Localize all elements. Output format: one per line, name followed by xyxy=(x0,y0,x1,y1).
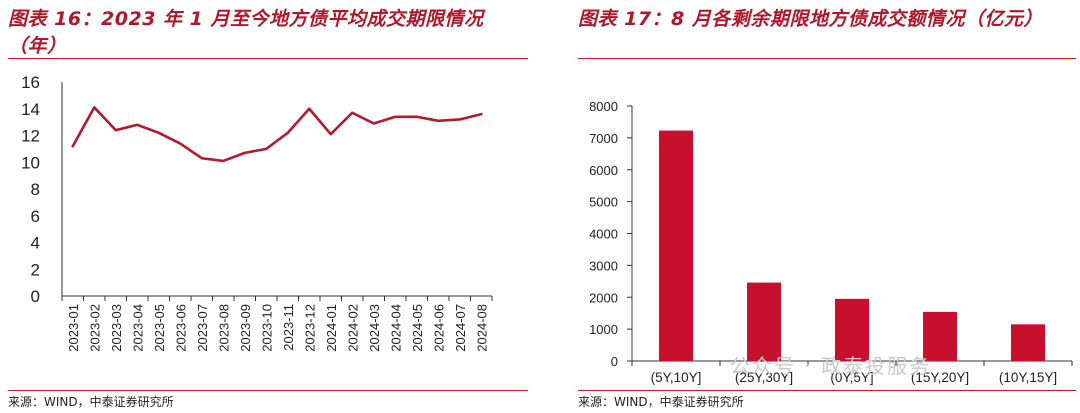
x-tick-label: (0Y,5Y] xyxy=(830,370,873,385)
y-tick-label: 4 xyxy=(31,234,40,253)
y-tick-label: 7000 xyxy=(589,131,618,146)
bar xyxy=(923,311,957,361)
x-tick-label: 2023-09 xyxy=(238,304,253,352)
bar xyxy=(835,298,869,361)
y-tick-label: 2000 xyxy=(589,290,618,305)
x-tick-label: 2024-08 xyxy=(474,304,489,352)
x-tick-label: 2023-08 xyxy=(216,304,231,352)
x-tick-label: 2023-12 xyxy=(302,304,317,352)
title-rule xyxy=(578,58,1076,59)
x-tick-label: 2024-05 xyxy=(410,304,425,352)
y-tick-label: 12 xyxy=(21,127,40,146)
source-note: 来源：WIND，中泰证券研究所 xyxy=(8,395,174,409)
y-tick-label: 6000 xyxy=(589,163,618,178)
x-tick-label: (15Y,20Y] xyxy=(911,370,969,385)
bar-chart-panel: 图表 17：8 月各剩余期限地方债成交额情况（亿元） 0 1000 2000 3000… xyxy=(570,0,1080,413)
y-tick-label: 10 xyxy=(21,153,40,172)
line-chart: 0 2 4 6 8 10 12 14 16 2023-01 2023-02 2023-03 2023-0… xyxy=(21,73,493,352)
y-tick-label: 2 xyxy=(31,260,40,279)
x-tick-label: 2023-10 xyxy=(259,304,274,352)
y-tick-label: 1000 xyxy=(589,322,618,337)
y-tick-label: 3000 xyxy=(589,258,618,273)
y-tick-label: 5000 xyxy=(589,195,618,210)
x-tick-label: 2024-06 xyxy=(431,304,446,352)
x-tick-label: 2023-05 xyxy=(152,304,167,352)
title-rule xyxy=(8,58,528,59)
x-tick-label: (25Y,30Y] xyxy=(735,370,793,385)
y-tick-label: 0 xyxy=(611,354,618,369)
x-tick-label: 2023-04 xyxy=(130,304,145,352)
bar-chart: 0 1000 2000 3000 4000 5000 6000 7000 8000 (5Y,10Y… xyxy=(589,99,1073,385)
watermark: 公众号 · 政泰投服务 xyxy=(730,354,932,378)
x-tick-label: 2024-01 xyxy=(324,304,339,352)
bar xyxy=(659,130,693,361)
y-tick-label: 14 xyxy=(21,100,40,119)
x-tick-label: 2024-07 xyxy=(453,304,468,352)
x-tick-label: 2023-11 xyxy=(281,304,296,351)
x-tick-label: 2023-07 xyxy=(195,304,210,352)
y-tick-label: 16 xyxy=(21,73,40,92)
bar-chart-title: 图表 17：8 月各剩余期限地方债成交额情况（亿元） xyxy=(578,8,1043,30)
bar xyxy=(1011,324,1045,361)
y-tick-label: 0 xyxy=(31,287,40,306)
bottom-rule xyxy=(578,390,1076,391)
x-tick-label: (10Y,15Y] xyxy=(999,370,1057,385)
series-line xyxy=(71,106,483,163)
y-tick-label: 8 xyxy=(31,180,40,199)
line-chart-title: 图表 16：2023 年 1 月至今地方债平均成交期限情况（年） xyxy=(8,8,484,57)
y-tick-label: 8000 xyxy=(589,99,618,114)
x-tick-label: (5Y,10Y] xyxy=(651,370,702,385)
x-tick-label: 2024-04 xyxy=(388,304,403,352)
line-chart-panel: 图表 16：2023 年 1 月至今地方债平均成交期限情况（年） 0 2 4 6 8 10… xyxy=(0,0,532,413)
y-tick-label: 6 xyxy=(31,207,40,226)
x-tick-label: 2024-02 xyxy=(345,304,360,352)
x-tick-label: 2023-03 xyxy=(109,304,124,352)
source-note: 来源：WIND，中泰证券研究所 xyxy=(578,395,744,409)
x-tick-label: 2024-03 xyxy=(367,304,382,352)
x-tick-label: 2023-02 xyxy=(87,304,102,352)
x-tick-label: 2023-01 xyxy=(66,304,81,352)
bar xyxy=(747,282,781,361)
x-tick-label: 2023-06 xyxy=(173,304,188,352)
y-tick-label: 4000 xyxy=(589,227,618,242)
bottom-rule xyxy=(8,390,528,391)
